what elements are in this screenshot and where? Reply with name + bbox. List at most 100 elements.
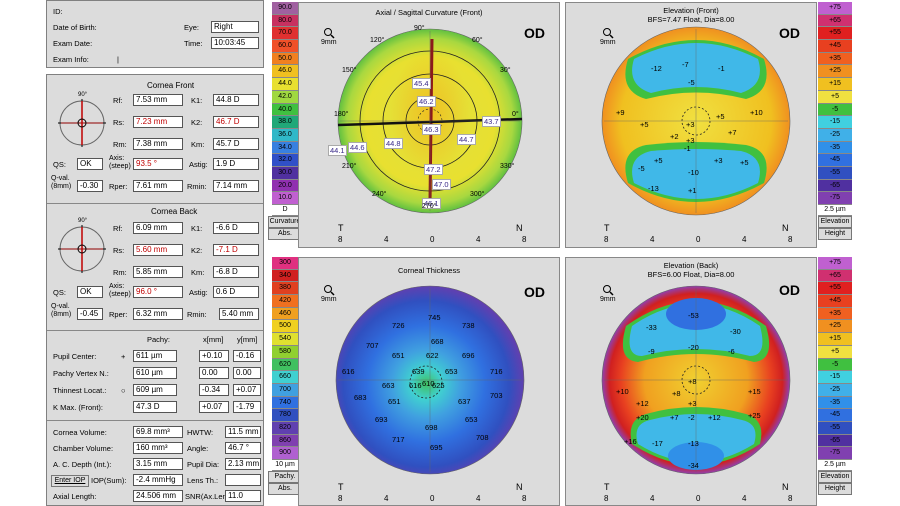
corneal-thickness-map-panel[interactable]: Corneal Thickness OD 9mm 745 726 738 707 668…: [298, 257, 560, 506]
thick-map-value: 717: [392, 435, 405, 444]
cf-k2-field: 46.7 D: [213, 116, 259, 128]
cf-rf-field: 7.53 mm: [133, 94, 183, 106]
elevation-back-map-panel[interactable]: Elevation (Back) BFS=6.00 Float, Dia=8.0…: [565, 257, 817, 506]
pachy-color-scale[interactable]: 300 340 380 420 460 500 540 580 620 660 700 740 780 8…: [268, 257, 302, 495]
axial-x-tick: 4: [476, 235, 481, 244]
axial-angle-label: 270°: [422, 203, 437, 210]
pachy-unit: 10 µm: [272, 460, 298, 471]
elevation-back-scale-step: +65: [818, 269, 852, 283]
pachy-abs-button[interactable]: Abs.: [268, 483, 302, 495]
eb-map-value: +7: [670, 413, 679, 422]
ef-map-value: +5: [640, 120, 649, 129]
thick-map-value: 683: [354, 393, 367, 402]
thick-zoom-label[interactable]: 9mm: [321, 296, 337, 303]
cb-rmin-field: 5.40 mm: [219, 308, 259, 320]
kmax-label: K Max. (Front):: [53, 403, 104, 412]
eb-x-tick: 8: [604, 494, 609, 503]
cb-qval-field: -0.45: [77, 308, 103, 320]
elevation-front-color-scale[interactable]: +75 +65 +55 +45 +35 +25 +15 +5 -5 -15 -25 -35 -45 -55…: [818, 2, 852, 240]
pupil-center-symbol: +: [121, 352, 126, 361]
chamber-volume-field: 160 mm³: [133, 442, 183, 454]
thick-nasal-label: N: [516, 482, 523, 492]
axial-map-value: 45.4: [412, 78, 431, 89]
elevation-back-height-button[interactable]: Height: [818, 483, 852, 495]
cornea-data-box: Cornea Front 90° Rf: 7.53 mm K1: 44.8 D …: [46, 74, 264, 506]
pachy-vertex-x: 0.00: [199, 367, 229, 379]
acd-label: A. C. Depth (Int.):: [53, 460, 112, 469]
eb-zoom-label[interactable]: 9mm: [600, 296, 616, 303]
ef-map-value: +5: [654, 156, 663, 165]
elevation-back-map[interactable]: [596, 280, 796, 480]
elevation-back-scale-step: -25: [818, 383, 852, 397]
thick-map-value: 651: [388, 397, 401, 406]
angle-field: 46.7 °: [225, 442, 261, 454]
pachy-vertex-y: 0.00: [233, 367, 261, 379]
elevation-back-button[interactable]: Elevation: [818, 471, 852, 483]
curvature-abs-button[interactable]: Abs.: [268, 228, 302, 240]
cb-rs-field: 5.60 mm: [133, 244, 183, 256]
axial-map-value: 46.3: [422, 124, 441, 135]
elevation-front-scale-step: -25: [818, 128, 852, 142]
ef-map-value: -1: [718, 64, 725, 73]
patient-info-box: ID: Date of Birth: Exam Date: Exam Info:…: [46, 0, 264, 68]
axial-curvature-map[interactable]: [330, 21, 530, 221]
elevation-back-color-scale[interactable]: +75 +65 +55 +45 +35 +25 +15 +5 -5 -15 -25 -35 -45 -55…: [818, 257, 852, 495]
elevation-front-map-panel[interactable]: Elevation (Front) BFS=7.47 Float, Dia=8.…: [565, 2, 817, 248]
cf-rm-field: 7.38 mm: [133, 138, 183, 150]
eb-map-value: -53: [688, 311, 699, 320]
thick-map-value: 693: [375, 415, 388, 424]
ef-map-value: -5: [638, 164, 645, 173]
pachy-scale-step: 540: [272, 333, 298, 346]
elevation-front-unit: 2.5 µm: [818, 205, 852, 216]
time-field[interactable]: 10:03:45: [211, 37, 259, 49]
elevation-front-scale-step: +35: [818, 52, 852, 66]
cf-km-label: Km:: [191, 140, 205, 149]
thick-map-value: 663: [382, 381, 395, 390]
curvature-scale-step: 44.0: [272, 78, 298, 91]
axial-zoom-label[interactable]: 9mm: [321, 39, 337, 46]
thick-zoom-icon[interactable]: [323, 284, 335, 296]
lens-th-label: Lens Th.:: [187, 476, 219, 485]
axial-nasal-label: N: [516, 223, 523, 233]
thick-x-tick: 8: [338, 494, 343, 503]
thick-map-value: 738: [462, 321, 475, 330]
pachy-scale-step: 380: [272, 282, 298, 296]
pachy-button[interactable]: Pachy.: [268, 471, 302, 483]
elevation-front-scale-step: -35: [818, 141, 852, 155]
eb-zoom-icon[interactable]: [602, 284, 614, 296]
thick-map-value: 637: [458, 397, 471, 406]
cb-rf-field: 6.09 mm: [133, 222, 183, 234]
ef-zoom-icon[interactable]: [602, 27, 614, 39]
elevation-front-scale-step: +45: [818, 40, 852, 53]
curvature-scale-step: 38.0: [272, 116, 298, 129]
enter-iop-button[interactable]: Enter IOP: [51, 475, 89, 487]
hwtw-field: 11.5 mm: [225, 426, 261, 438]
thick-map-value: 668: [431, 337, 444, 346]
ef-map-value: -1: [684, 144, 691, 153]
eb-map-value: +12: [708, 413, 721, 422]
ef-zoom-label[interactable]: 9mm: [600, 39, 616, 46]
eye-field[interactable]: Right: [211, 21, 259, 33]
eb-map-value: +10: [616, 387, 629, 396]
corneal-thickness-map[interactable]: [330, 280, 530, 480]
axial-zoom-icon[interactable]: [323, 27, 335, 39]
elevation-front-height-button[interactable]: Height: [818, 228, 852, 240]
elevation-front-button[interactable]: Elevation: [818, 216, 852, 228]
elevation-front-map[interactable]: [596, 21, 796, 221]
ef-map-value: +9: [616, 108, 625, 117]
thinnest-pachy: 609 µm: [133, 384, 177, 396]
axial-curvature-map-panel[interactable]: Axial / Sagittal Curvature (Front) OD 9m…: [298, 2, 560, 248]
curvature-button[interactable]: Curvature: [268, 216, 302, 228]
curvature-color-scale[interactable]: 90.0 80.0 70.0 60.0 50.0 46.0 44.0 42.0 40.0 38.0…: [268, 2, 302, 240]
elevation-back-unit: 2.5 µm: [818, 460, 852, 471]
cb-k2-label: K2:: [191, 246, 203, 255]
thick-map-value: 703: [490, 391, 503, 400]
cornea-back-axis-diagram: 90°: [58, 218, 106, 273]
eb-map-value: -20: [688, 343, 699, 352]
x-header: x[mm]: [203, 335, 224, 344]
elevation-back-scale-step: -5: [818, 358, 852, 372]
thick-od-label: OD: [524, 284, 545, 300]
cb-km-label: Km:: [191, 268, 205, 277]
exam-date-label: Exam Date:: [53, 39, 93, 48]
cf-astig-field: 1.9 D: [213, 158, 259, 170]
